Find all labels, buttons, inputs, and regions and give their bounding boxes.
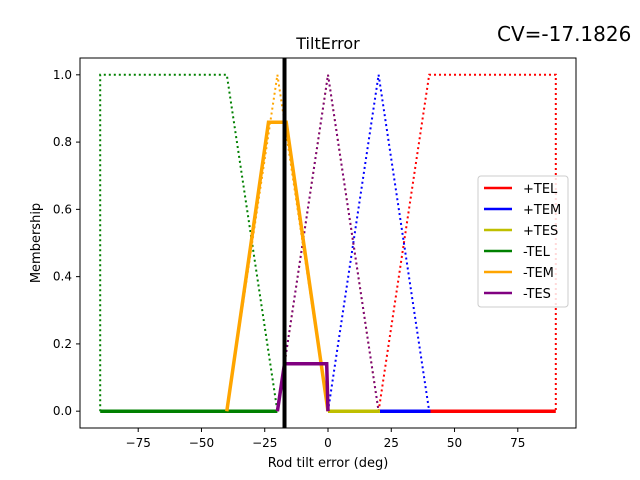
y-axis-label: Membership (29, 203, 44, 283)
legend-label: -TEL (523, 245, 551, 260)
legend-label: -TEM (523, 266, 554, 281)
x-tick-label: 75 (510, 436, 525, 450)
legend-label: -TES (523, 287, 551, 302)
legend-label: +TEM (523, 203, 561, 218)
x-tick-label: 50 (447, 436, 462, 450)
y-tick-label: 0.2 (53, 337, 72, 351)
x-tick-label: −25 (252, 436, 277, 450)
x-tick-label: −50 (189, 436, 214, 450)
x-tick-label: −75 (126, 436, 151, 450)
x-tick-label: 0 (324, 436, 332, 450)
y-tick-label: 1.0 (53, 68, 72, 82)
legend: +TEL +TEM +TES -TEL -TEM -TES (478, 176, 568, 307)
x-tick-label: 25 (384, 436, 399, 450)
chart-title: TiltError (295, 34, 360, 53)
legend-label: +TEL (523, 182, 558, 197)
y-tick-label: 0.8 (53, 135, 72, 149)
x-axis-label: Rod tilt error (deg) (268, 456, 389, 471)
crisp-value-annotation: CV=-17.1826 (497, 22, 631, 46)
y-tick-label: 0.4 (53, 270, 72, 284)
legend-label: +TES (523, 224, 558, 239)
y-tick-label: 0.6 (53, 202, 72, 216)
y-tick-label: 0.0 (53, 404, 72, 418)
